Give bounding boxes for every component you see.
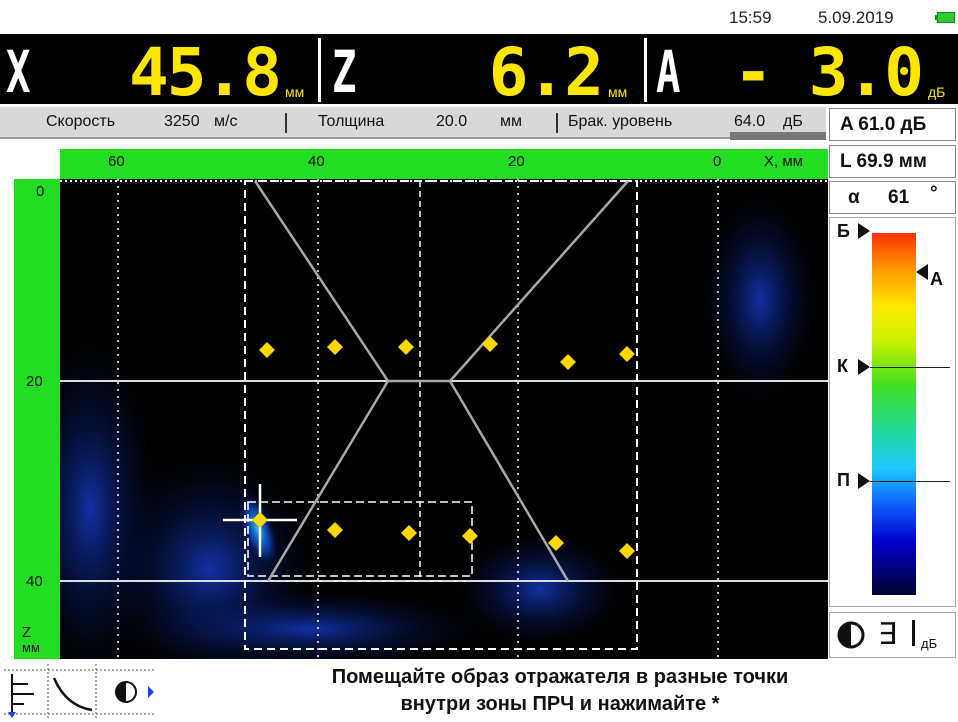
readout-bar	[0, 34, 958, 104]
noise-region	[130, 589, 490, 659]
x-tick-label: 20	[508, 153, 525, 170]
clock-time: 15:59	[729, 8, 772, 27]
info-separator	[285, 113, 287, 133]
reject-unit: дБ	[783, 113, 803, 130]
mode-bar	[912, 620, 915, 646]
z-readout-letter: Z	[332, 38, 357, 106]
reference-points-layer	[252, 336, 635, 559]
angle-value: 61	[888, 187, 910, 208]
x-axis-ruler	[60, 149, 828, 179]
length-readout: L 69.9 мм	[829, 145, 956, 178]
info-separator	[556, 113, 558, 133]
reference-point-marker	[548, 535, 564, 551]
reference-point-marker	[327, 522, 343, 538]
status-bar	[0, 0, 958, 34]
z-axis-label: Z	[22, 624, 32, 641]
reference-point-marker	[259, 342, 275, 358]
level-b-marker-icon[interactable]	[858, 223, 870, 239]
probe-scheme-icon[interactable]	[4, 664, 154, 720]
selected-reflector-marker[interactable]	[252, 512, 268, 528]
x-readout-value: 45.8	[129, 34, 282, 111]
z-readout-value: 6.2	[488, 34, 604, 111]
amplitude-colorbar	[872, 233, 916, 595]
clock-date: 5.09.2019	[818, 8, 894, 27]
colorbar-label-b: Б	[837, 221, 850, 241]
readout-separator	[318, 38, 321, 102]
speed-unit: м/с	[214, 113, 238, 130]
mode-unit: дБ	[921, 636, 938, 651]
level-k-line	[870, 367, 950, 368]
colorbar-label-a: А	[930, 269, 943, 289]
level-a-marker-icon[interactable]	[916, 264, 928, 280]
z-axis-unit: мм	[22, 640, 40, 655]
hint-line-2: внутри зоны ПРЧ и нажимайте *	[400, 693, 720, 715]
thickness-value: 20.0	[436, 113, 468, 130]
speed-value: 3250	[164, 113, 200, 130]
thickness-label: Толщина	[318, 113, 385, 130]
info-bar	[0, 107, 826, 139]
hint-line-1: Помещайте образ отражателя в разные точк…	[331, 666, 789, 688]
colorbar-label-k: К	[837, 356, 848, 376]
reflector-zone-frame	[247, 501, 473, 577]
scan-image[interactable]	[60, 179, 828, 659]
beam-path	[253, 180, 629, 582]
level-k-marker-icon[interactable]	[858, 359, 870, 375]
a-readout-value: - 3.0	[733, 34, 924, 111]
x-axis-label: X, мм	[764, 153, 803, 170]
x-readout-letter: X	[6, 38, 31, 106]
level-p-marker-icon[interactable]	[858, 473, 870, 489]
thickness-unit: мм	[500, 113, 522, 130]
speed-label: Скорость	[46, 113, 116, 130]
readout-separator	[644, 38, 647, 102]
colorbar-label-p: П	[837, 470, 850, 490]
battery-icon	[935, 12, 955, 23]
hint-bar	[0, 660, 958, 722]
level-p-line	[870, 481, 950, 482]
z-axis-ruler	[14, 179, 60, 659]
a-readout-unit: дБ	[928, 84, 946, 100]
contrast-icon[interactable]	[836, 620, 866, 650]
z-tick-label: 20	[26, 373, 43, 390]
reject-value: 64.0	[734, 113, 766, 130]
reject-label: Брак. уровень	[568, 113, 673, 130]
ruler-corner	[14, 149, 60, 179]
reference-point-marker	[482, 336, 498, 352]
reference-point-marker	[398, 339, 414, 355]
z-readout-unit: мм	[608, 84, 628, 100]
reference-point-marker	[327, 339, 343, 355]
tcg-zone-frame	[244, 180, 638, 650]
z-tick-label: 40	[26, 573, 43, 590]
mode-symbol: ∃	[878, 618, 897, 651]
amplitude-readout: A 61.0 дБ	[829, 108, 956, 141]
reject-level-indicator	[730, 132, 826, 140]
x-tick-label: 60	[108, 153, 125, 170]
x-tick-label: 40	[308, 153, 325, 170]
z-tick-label: 0	[36, 183, 45, 200]
scan-overlay	[60, 179, 828, 659]
x-readout-unit: мм	[285, 84, 305, 100]
reference-point-marker	[462, 528, 478, 544]
reflector-echo	[237, 491, 279, 567]
angle-symbol: α	[848, 187, 860, 208]
angle-readout: α 61 °	[829, 181, 956, 214]
angle-unit: °	[930, 183, 938, 204]
reference-point-marker	[560, 354, 576, 370]
noise-region	[700, 189, 820, 409]
noise-region	[450, 529, 630, 649]
a-readout-letter: A	[656, 38, 681, 106]
reference-point-marker	[619, 543, 635, 559]
x-tick-label: 0	[713, 153, 722, 170]
reference-point-marker	[619, 346, 635, 362]
reference-point-marker	[401, 525, 417, 541]
vertical-grid	[117, 179, 719, 659]
